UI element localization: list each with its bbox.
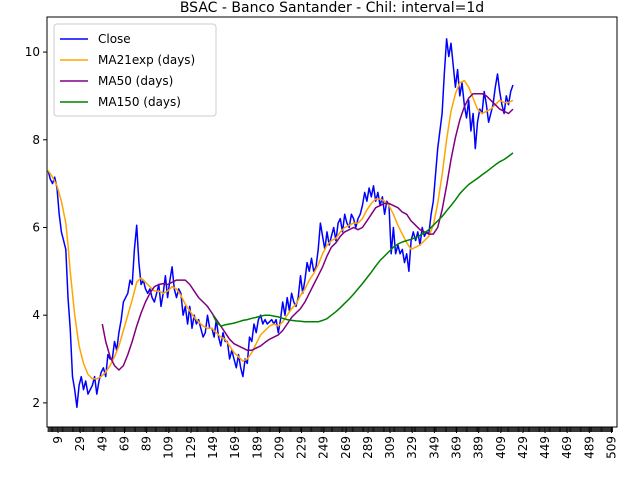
x-tick-label: 409 bbox=[494, 436, 508, 459]
x-tick-label: 29 bbox=[73, 436, 87, 451]
legend-label-ma21exp: MA21exp (days) bbox=[98, 53, 195, 67]
x-tick-label: 329 bbox=[405, 436, 419, 459]
x-tick-label: 189 bbox=[250, 436, 264, 459]
y-tick-label: 2 bbox=[32, 396, 40, 410]
x-tick-label: 9 bbox=[51, 436, 65, 444]
x-tick-label: 349 bbox=[427, 436, 441, 459]
plot-frame bbox=[46, 16, 618, 428]
x-tick-label: 449 bbox=[538, 436, 552, 459]
x-axis: 9 29 49 69 89 109 129 149 169 189 209 229 249 269 289 3… bbox=[47, 427, 618, 459]
series-line-ma150 bbox=[212, 152, 514, 327]
x-tick-label: 49 bbox=[95, 436, 109, 451]
x-tick-label: 129 bbox=[184, 436, 198, 459]
y-tick-label: 4 bbox=[32, 308, 40, 322]
y-tick-label: 8 bbox=[32, 133, 40, 147]
x-tick-label: 289 bbox=[361, 436, 375, 459]
x-tick-label: 369 bbox=[450, 436, 464, 459]
chart-title: BSAC - Banco Santander - Chil: interval=… bbox=[180, 0, 484, 16]
x-tick-label: 109 bbox=[162, 436, 176, 459]
series-line-close bbox=[47, 38, 514, 409]
y-tick-label: 10 bbox=[25, 45, 40, 59]
legend: Close MA21exp (days) MA50 (days) MA150 (day… bbox=[53, 23, 217, 117]
x-tick-label: 209 bbox=[272, 436, 286, 459]
x-minor-ticks bbox=[47, 427, 614, 432]
legend-label-close: Close bbox=[98, 32, 131, 46]
x-tick-label: 149 bbox=[206, 436, 220, 459]
x-tick-label: 269 bbox=[339, 436, 353, 459]
x-tick-label: 249 bbox=[317, 436, 331, 459]
legend-label-ma150: MA150 (days) bbox=[98, 95, 181, 109]
x-tick-label: 429 bbox=[516, 436, 530, 459]
legend-box bbox=[53, 23, 217, 117]
x-tick-label: 469 bbox=[560, 436, 574, 459]
legend-label-ma50: MA50 (days) bbox=[98, 74, 173, 88]
series-line-ma50 bbox=[101, 92, 514, 371]
x-tick-label: 309 bbox=[383, 436, 397, 459]
x-tick-label: 169 bbox=[228, 436, 242, 459]
x-tick-label: 89 bbox=[140, 436, 154, 451]
series-line-ma21exp bbox=[47, 79, 514, 380]
x-tick-label: 69 bbox=[117, 436, 131, 451]
x-tick-label: 229 bbox=[295, 436, 309, 459]
y-tick-label: 6 bbox=[32, 220, 40, 234]
x-tick-label: 509 bbox=[604, 436, 618, 459]
plot-content bbox=[47, 38, 514, 409]
x-tick-label: 389 bbox=[472, 436, 486, 459]
y-axis: 2 4 6 8 10 bbox=[25, 45, 47, 410]
x-tick-label: 489 bbox=[582, 436, 596, 459]
